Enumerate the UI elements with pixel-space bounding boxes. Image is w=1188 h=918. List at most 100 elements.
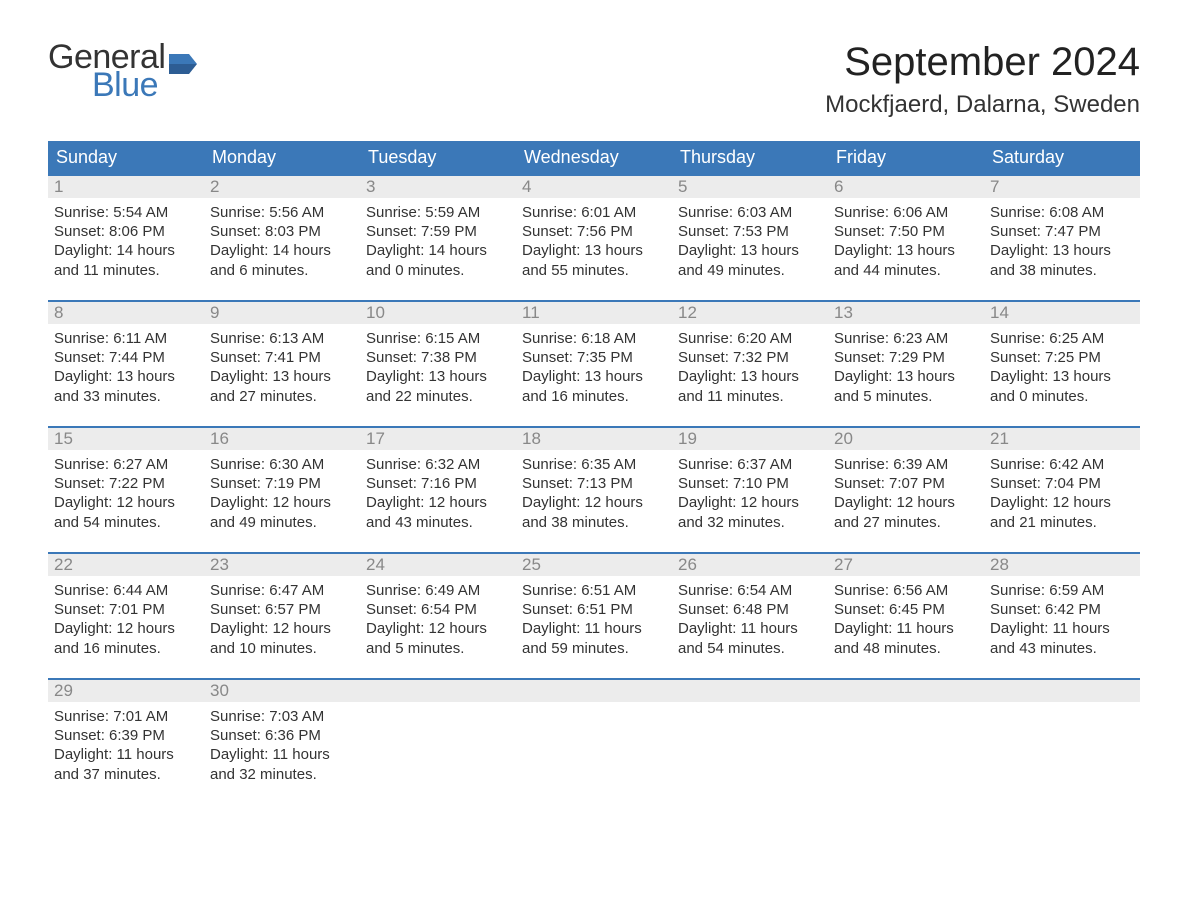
day-sunset: Sunset: 7:19 PM	[210, 474, 354, 493]
day-dl1: Daylight: 12 hours	[678, 493, 822, 512]
day-sunrise: Sunrise: 6:18 AM	[522, 329, 666, 348]
header: General Blue September 2024 Mockfjaerd, …	[48, 40, 1140, 133]
day-dl2: and 43 minutes.	[366, 513, 510, 532]
week-row: 1Sunrise: 5:54 AMSunset: 8:06 PMDaylight…	[48, 174, 1140, 300]
weekday-sunday: Sunday	[48, 141, 204, 174]
day-number: 7	[984, 176, 1140, 198]
day-body: Sunrise: 6:32 AMSunset: 7:16 PMDaylight:…	[360, 450, 516, 540]
day-number: 19	[672, 428, 828, 450]
day-number: .	[516, 680, 672, 702]
day-sunrise: Sunrise: 7:03 AM	[210, 707, 354, 726]
weekday-thursday: Thursday	[672, 141, 828, 174]
day-dl2: and 49 minutes.	[678, 261, 822, 280]
flag-icon	[169, 54, 197, 74]
day-sunrise: Sunrise: 6:25 AM	[990, 329, 1134, 348]
day-sunrise: Sunrise: 6:44 AM	[54, 581, 198, 600]
day-sunset: Sunset: 7:47 PM	[990, 222, 1134, 241]
title-block: September 2024 Mockfjaerd, Dalarna, Swed…	[825, 40, 1140, 133]
day-dl2: and 0 minutes.	[366, 261, 510, 280]
day-dl2: and 38 minutes.	[990, 261, 1134, 280]
day-dl1: Daylight: 13 hours	[990, 367, 1134, 386]
day-cell: 18Sunrise: 6:35 AMSunset: 7:13 PMDayligh…	[516, 428, 672, 552]
day-number: 21	[984, 428, 1140, 450]
day-number: 28	[984, 554, 1140, 576]
day-body: Sunrise: 6:49 AMSunset: 6:54 PMDaylight:…	[360, 576, 516, 666]
day-cell: 11Sunrise: 6:18 AMSunset: 7:35 PMDayligh…	[516, 302, 672, 426]
day-dl1: Daylight: 13 hours	[834, 367, 978, 386]
day-body: Sunrise: 6:18 AMSunset: 7:35 PMDaylight:…	[516, 324, 672, 414]
day-cell: .	[360, 680, 516, 804]
day-dl2: and 48 minutes.	[834, 639, 978, 658]
day-number: .	[828, 680, 984, 702]
day-body: Sunrise: 6:23 AMSunset: 7:29 PMDaylight:…	[828, 324, 984, 414]
day-dl1: Daylight: 14 hours	[366, 241, 510, 260]
day-dl1: Daylight: 12 hours	[834, 493, 978, 512]
day-dl1: Daylight: 13 hours	[366, 367, 510, 386]
day-cell: 6Sunrise: 6:06 AMSunset: 7:50 PMDaylight…	[828, 176, 984, 300]
day-cell: 17Sunrise: 6:32 AMSunset: 7:16 PMDayligh…	[360, 428, 516, 552]
day-dl1: Daylight: 12 hours	[210, 619, 354, 638]
day-sunrise: Sunrise: 6:13 AM	[210, 329, 354, 348]
day-cell: 30Sunrise: 7:03 AMSunset: 6:36 PMDayligh…	[204, 680, 360, 804]
day-number: 18	[516, 428, 672, 450]
day-body: Sunrise: 6:11 AMSunset: 7:44 PMDaylight:…	[48, 324, 204, 414]
day-sunset: Sunset: 6:39 PM	[54, 726, 198, 745]
day-sunset: Sunset: 6:51 PM	[522, 600, 666, 619]
logo: General Blue	[48, 40, 197, 102]
day-body: Sunrise: 6:01 AMSunset: 7:56 PMDaylight:…	[516, 198, 672, 288]
day-body: Sunrise: 5:54 AMSunset: 8:06 PMDaylight:…	[48, 198, 204, 288]
day-dl1: Daylight: 12 hours	[54, 493, 198, 512]
day-cell: 3Sunrise: 5:59 AMSunset: 7:59 PMDaylight…	[360, 176, 516, 300]
day-dl1: Daylight: 13 hours	[210, 367, 354, 386]
day-sunset: Sunset: 6:57 PM	[210, 600, 354, 619]
day-sunrise: Sunrise: 6:35 AM	[522, 455, 666, 474]
day-sunset: Sunset: 7:35 PM	[522, 348, 666, 367]
day-cell: 4Sunrise: 6:01 AMSunset: 7:56 PMDaylight…	[516, 176, 672, 300]
day-sunrise: Sunrise: 6:42 AM	[990, 455, 1134, 474]
day-cell: 9Sunrise: 6:13 AMSunset: 7:41 PMDaylight…	[204, 302, 360, 426]
day-number: 29	[48, 680, 204, 702]
day-sunrise: Sunrise: 6:11 AM	[54, 329, 198, 348]
day-number: .	[984, 680, 1140, 702]
day-dl1: Daylight: 11 hours	[522, 619, 666, 638]
day-body: Sunrise: 6:47 AMSunset: 6:57 PMDaylight:…	[204, 576, 360, 666]
day-body: Sunrise: 6:08 AMSunset: 7:47 PMDaylight:…	[984, 198, 1140, 288]
day-sunrise: Sunrise: 6:08 AM	[990, 203, 1134, 222]
day-dl2: and 32 minutes.	[678, 513, 822, 532]
day-number: 15	[48, 428, 204, 450]
day-number: 27	[828, 554, 984, 576]
day-sunset: Sunset: 7:13 PM	[522, 474, 666, 493]
day-body: Sunrise: 6:37 AMSunset: 7:10 PMDaylight:…	[672, 450, 828, 540]
day-body: Sunrise: 6:20 AMSunset: 7:32 PMDaylight:…	[672, 324, 828, 414]
day-sunset: Sunset: 8:06 PM	[54, 222, 198, 241]
day-sunset: Sunset: 6:42 PM	[990, 600, 1134, 619]
day-dl2: and 11 minutes.	[54, 261, 198, 280]
day-dl1: Daylight: 11 hours	[210, 745, 354, 764]
day-dl2: and 59 minutes.	[522, 639, 666, 658]
day-sunrise: Sunrise: 5:54 AM	[54, 203, 198, 222]
day-cell: .	[516, 680, 672, 804]
day-sunrise: Sunrise: 5:59 AM	[366, 203, 510, 222]
day-number: .	[360, 680, 516, 702]
day-sunrise: Sunrise: 6:27 AM	[54, 455, 198, 474]
day-dl2: and 54 minutes.	[678, 639, 822, 658]
day-body: Sunrise: 5:59 AMSunset: 7:59 PMDaylight:…	[360, 198, 516, 288]
day-number: 24	[360, 554, 516, 576]
day-dl2: and 54 minutes.	[54, 513, 198, 532]
week-row: 22Sunrise: 6:44 AMSunset: 7:01 PMDayligh…	[48, 552, 1140, 678]
day-number: 20	[828, 428, 984, 450]
day-cell: 29Sunrise: 7:01 AMSunset: 6:39 PMDayligh…	[48, 680, 204, 804]
day-dl1: Daylight: 14 hours	[210, 241, 354, 260]
day-number: 9	[204, 302, 360, 324]
day-cell: 21Sunrise: 6:42 AMSunset: 7:04 PMDayligh…	[984, 428, 1140, 552]
day-sunrise: Sunrise: 6:06 AM	[834, 203, 978, 222]
day-sunset: Sunset: 7:53 PM	[678, 222, 822, 241]
day-sunrise: Sunrise: 6:30 AM	[210, 455, 354, 474]
day-number: 5	[672, 176, 828, 198]
week-row: 29 Sunrise: 7:01 AMSunset: 6:39 PM Dayligh…	[48, 678, 1140, 804]
day-sunrise: Sunrise: 7:01 AM	[54, 707, 198, 726]
day-cell: 2Sunrise: 5:56 AMSunset: 8:03 PMDaylight…	[204, 176, 360, 300]
day-cell: 20Sunrise: 6:39 AMSunset: 7:07 PMDayligh…	[828, 428, 984, 552]
weekday-friday: Friday	[828, 141, 984, 174]
day-sunset: Sunset: 7:04 PM	[990, 474, 1134, 493]
